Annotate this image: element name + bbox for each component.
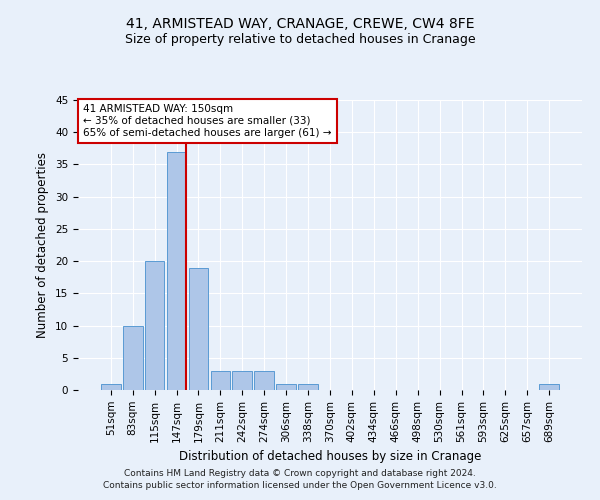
Bar xyxy=(167,152,187,390)
Bar xyxy=(232,370,252,390)
Bar xyxy=(188,268,208,390)
Bar xyxy=(539,384,559,390)
Text: 41 ARMISTEAD WAY: 150sqm
← 35% of detached houses are smaller (33)
65% of semi-d: 41 ARMISTEAD WAY: 150sqm ← 35% of detach… xyxy=(83,104,332,138)
Bar xyxy=(276,384,296,390)
Text: Size of property relative to detached houses in Cranage: Size of property relative to detached ho… xyxy=(125,32,475,46)
Y-axis label: Number of detached properties: Number of detached properties xyxy=(37,152,49,338)
Text: 41, ARMISTEAD WAY, CRANAGE, CREWE, CW4 8FE: 41, ARMISTEAD WAY, CRANAGE, CREWE, CW4 8… xyxy=(126,18,474,32)
X-axis label: Distribution of detached houses by size in Cranage: Distribution of detached houses by size … xyxy=(179,450,481,463)
Bar xyxy=(145,261,164,390)
Bar xyxy=(254,370,274,390)
Text: Contains HM Land Registry data © Crown copyright and database right 2024.
Contai: Contains HM Land Registry data © Crown c… xyxy=(103,468,497,490)
Bar xyxy=(211,370,230,390)
Bar xyxy=(123,326,143,390)
Bar xyxy=(298,384,318,390)
Bar xyxy=(101,384,121,390)
